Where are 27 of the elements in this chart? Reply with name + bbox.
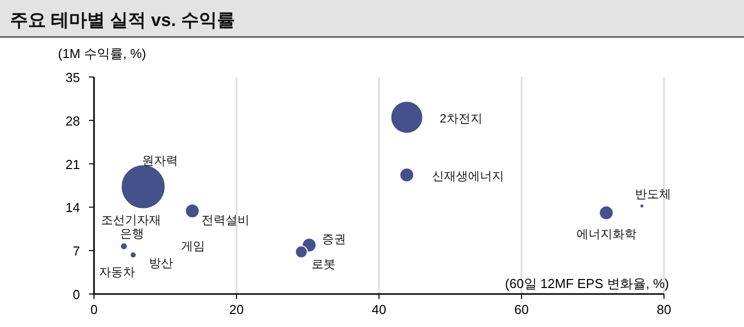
annotation: 자동차 xyxy=(99,265,135,279)
annotation: 은행 xyxy=(120,226,144,240)
x-tick-label: 80 xyxy=(656,302,672,317)
y-tick-label: 28 xyxy=(66,113,80,128)
x-tick-label: 60 xyxy=(514,302,529,317)
y-tick-label: 0 xyxy=(72,287,80,302)
annotation: 2차전지 xyxy=(440,111,482,126)
y-tick-label: 21 xyxy=(66,156,80,172)
x-tick-label: 0 xyxy=(90,302,98,317)
y-axis-title: (1M 수익률, %) xyxy=(58,46,146,61)
annotation: 로봇 xyxy=(311,256,336,271)
annotation: 방산 xyxy=(149,256,174,270)
annotation: 전력설비 xyxy=(201,212,250,227)
y-tick-label: 7 xyxy=(72,244,80,259)
x-tick-label: 40 xyxy=(372,302,386,317)
annotation: 반도체 xyxy=(634,186,671,201)
y-tick-label: 35 xyxy=(66,70,80,85)
annotation: 증권 xyxy=(322,232,346,246)
annotation: 조선기자재 xyxy=(101,213,161,227)
x-axis-title: (60일 12MF EPS 변화율, %) xyxy=(505,276,669,291)
annotation: 에너지화학 xyxy=(576,226,636,241)
x-tick-label: 20 xyxy=(229,302,244,317)
annotation: 신재생에너지 xyxy=(432,168,504,183)
y-tick-label: 14 xyxy=(66,200,80,216)
annotation: 게임 xyxy=(181,239,205,253)
annotation: 원자력 xyxy=(142,154,178,168)
chart-title: 주요 테마별 실적 vs. 수익률 xyxy=(10,10,236,30)
